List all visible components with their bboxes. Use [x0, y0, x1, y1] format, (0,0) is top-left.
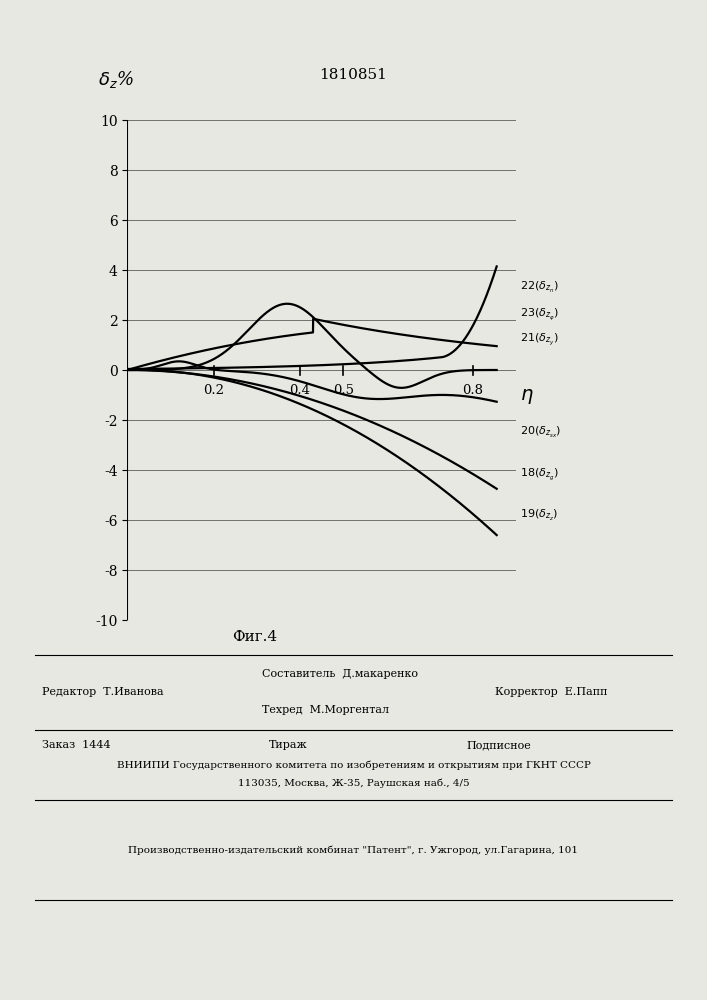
Text: Подписное: Подписное	[467, 740, 532, 750]
Text: 0.2: 0.2	[203, 384, 224, 397]
Text: ВНИИПИ Государственного комитета по изобретениям и открытиям при ГКНТ СССР: ВНИИПИ Государственного комитета по изоб…	[117, 760, 590, 770]
Text: $\delta_z$%: $\delta_z$%	[98, 69, 134, 90]
Text: Заказ  1444: Заказ 1444	[42, 740, 111, 750]
Text: 0.5: 0.5	[333, 384, 354, 397]
Text: $22(\delta_{z_n})$: $22(\delta_{z_n})$	[520, 280, 559, 295]
Text: $19(\delta_{z_z})$: $19(\delta_{z_z})$	[520, 507, 558, 523]
Text: Техред  М.Моргентал: Техред М.Моргентал	[262, 705, 389, 715]
Text: Производственно-издательский комбинат "Патент", г. Ужгород, ул.Гагарина, 101: Производственно-издательский комбинат "П…	[129, 845, 578, 855]
Text: $21(\delta_{z_y})$: $21(\delta_{z_y})$	[520, 332, 559, 348]
Text: $18(\delta_{z_g})$: $18(\delta_{z_g})$	[520, 467, 559, 483]
Text: 0.4: 0.4	[290, 384, 310, 397]
Text: $\eta$: $\eta$	[520, 387, 534, 406]
Text: 1810851: 1810851	[320, 68, 387, 82]
Text: 0.8: 0.8	[462, 384, 484, 397]
Text: $23(\delta_{z_\varphi})$: $23(\delta_{z_\varphi})$	[520, 307, 559, 323]
Text: Редактор  Т.Иванова: Редактор Т.Иванова	[42, 687, 164, 697]
Text: 113035, Москва, Ж-35, Раушская наб., 4/5: 113035, Москва, Ж-35, Раушская наб., 4/5	[238, 778, 469, 788]
Text: Тираж: Тираж	[269, 740, 308, 750]
Text: Составитель  Д.макаренко: Составитель Д.макаренко	[262, 669, 418, 679]
Text: Корректор  Е.Папп: Корректор Е.Папп	[495, 687, 607, 697]
Text: Фиг.4: Фиг.4	[232, 630, 277, 644]
Text: $20(\delta_{z_{sx}})$: $20(\delta_{z_{sx}})$	[520, 425, 561, 440]
